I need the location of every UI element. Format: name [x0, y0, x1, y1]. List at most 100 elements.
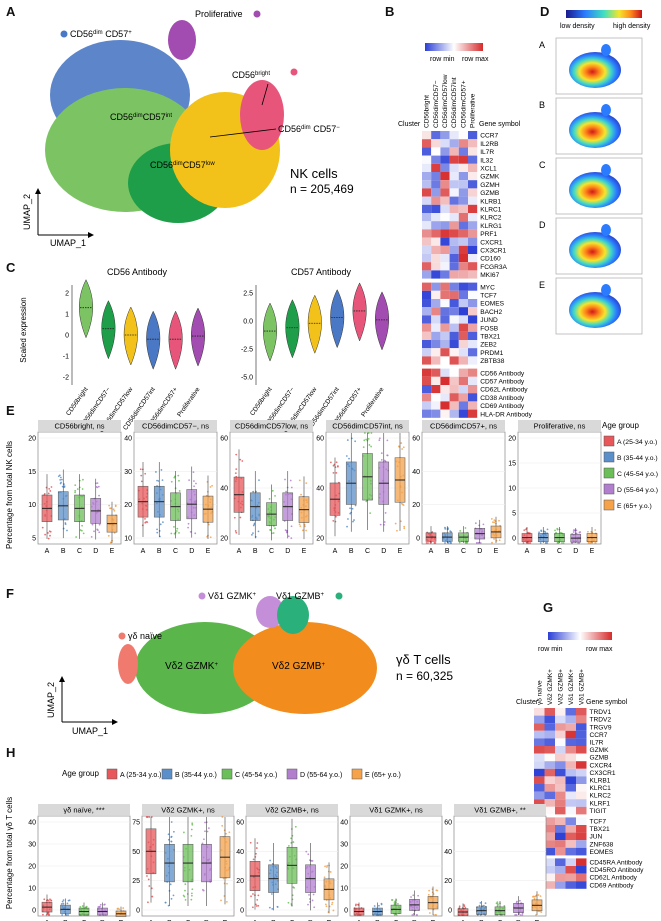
data-point	[324, 903, 327, 906]
data-point	[307, 853, 310, 856]
data-point	[310, 859, 313, 862]
heatmap-cell	[422, 172, 432, 181]
data-point	[298, 523, 301, 526]
heatmap-cell	[468, 331, 478, 340]
heatmap-cell	[431, 368, 441, 377]
heatmap-cell	[422, 155, 432, 164]
heatmap-cell	[449, 323, 459, 332]
heatmap-cell	[468, 368, 478, 377]
data-point	[415, 914, 418, 916]
heatmap-cell	[422, 196, 432, 205]
data-point	[122, 907, 125, 909]
heatmap-cell	[565, 832, 576, 841]
facet-strip-label: Vδ1 GZMK+, ns	[369, 806, 423, 815]
heatmap-cell	[576, 730, 587, 739]
heatmap-cell	[422, 348, 432, 357]
data-point	[107, 534, 110, 537]
heatmap-cell	[440, 331, 450, 340]
heatmap-gene-label: TBX21	[480, 334, 500, 341]
data-point	[496, 902, 499, 905]
heatmap-cell	[440, 163, 450, 172]
data-point	[170, 821, 173, 823]
data-point	[176, 527, 179, 530]
data-point	[177, 474, 180, 477]
heatmap-cell	[565, 799, 576, 807]
heatmap-gene-label: TCF7	[480, 293, 497, 300]
heatmap-cell	[431, 221, 441, 230]
data-point	[74, 484, 77, 487]
heatmap-column-label: Vδ2 GZMK+	[547, 669, 554, 705]
heatmap-cell	[468, 139, 478, 148]
violin-shape	[146, 310, 161, 370]
data-point	[450, 542, 452, 544]
data-point	[493, 519, 496, 522]
arrowhead-right-icon	[112, 719, 118, 725]
box-ytick: 0	[136, 908, 140, 915]
violin-shape	[285, 299, 300, 359]
heatmap-gene-label: FCGR3A	[480, 264, 507, 271]
data-point	[164, 901, 167, 904]
box-ytick: 10	[340, 886, 348, 893]
box-xtick: C	[461, 548, 466, 555]
data-point	[44, 533, 47, 536]
panel-letter-e: E	[6, 403, 15, 418]
heatmap-cell	[544, 791, 555, 800]
data-point	[42, 913, 44, 916]
data-point	[60, 481, 62, 484]
nk-cells-count: n = 205,469	[290, 182, 354, 196]
data-point	[537, 894, 540, 896]
box-ytick: 10	[28, 886, 36, 893]
heatmap-cell	[458, 348, 468, 357]
heatmap-cell	[431, 155, 441, 164]
data-point	[81, 524, 83, 527]
heatmap-cell	[422, 163, 432, 172]
heatmap-cell	[468, 155, 478, 164]
box-ytick: 40	[220, 486, 228, 493]
heatmap-gene-label: CD45RA Antibody	[590, 860, 643, 867]
data-point	[82, 532, 85, 535]
panel-letter-d: D	[540, 4, 549, 19]
heatmap-gene-label: MKI67	[480, 272, 499, 279]
heatmap-gene-label: CD56 Antibody	[480, 370, 525, 377]
heatmap-cell	[565, 776, 576, 784]
heatmap-cell	[555, 761, 566, 769]
cluster-proliferative	[168, 20, 196, 60]
density-proliferative-blob	[601, 164, 611, 176]
heatmap-cell	[422, 385, 432, 394]
heatmap-cell	[449, 315, 459, 324]
data-point	[292, 841, 295, 843]
data-point	[594, 542, 597, 544]
heatmap-cell	[468, 385, 478, 394]
data-point	[257, 894, 260, 897]
heatmap-gene-label: PRF1	[480, 231, 497, 238]
violin-shape	[168, 310, 183, 370]
heatmap-cell	[431, 213, 441, 222]
data-point	[175, 530, 178, 532]
heatmap-gene-label: ZEB2	[480, 342, 497, 349]
data-point	[589, 542, 592, 544]
data-point	[292, 886, 295, 889]
heatmap-cell	[555, 832, 566, 841]
heatmap-cell	[458, 290, 468, 299]
heatmap-cell	[422, 368, 432, 377]
heatmap-cell	[422, 299, 432, 308]
cluster-vd1-gzmb	[277, 596, 309, 634]
heatmap-cell	[555, 791, 566, 800]
data-point	[48, 487, 51, 490]
data-point	[204, 830, 206, 833]
data-point	[249, 841, 252, 844]
heatmap-cell	[458, 262, 468, 271]
data-point	[398, 445, 400, 448]
heatmap-gene-label: KLRC2	[590, 793, 612, 800]
data-point	[527, 542, 529, 544]
heatmap-cell	[544, 738, 555, 746]
data-point	[190, 834, 193, 837]
data-point	[252, 858, 255, 861]
data-point	[284, 529, 287, 532]
heatmap-column-label: Vδ1 GZMK+	[568, 669, 575, 705]
data-point	[190, 828, 193, 831]
density-blob	[569, 172, 621, 208]
data-point	[49, 898, 51, 901]
density-group-label: D	[539, 220, 546, 230]
data-point	[109, 541, 112, 544]
